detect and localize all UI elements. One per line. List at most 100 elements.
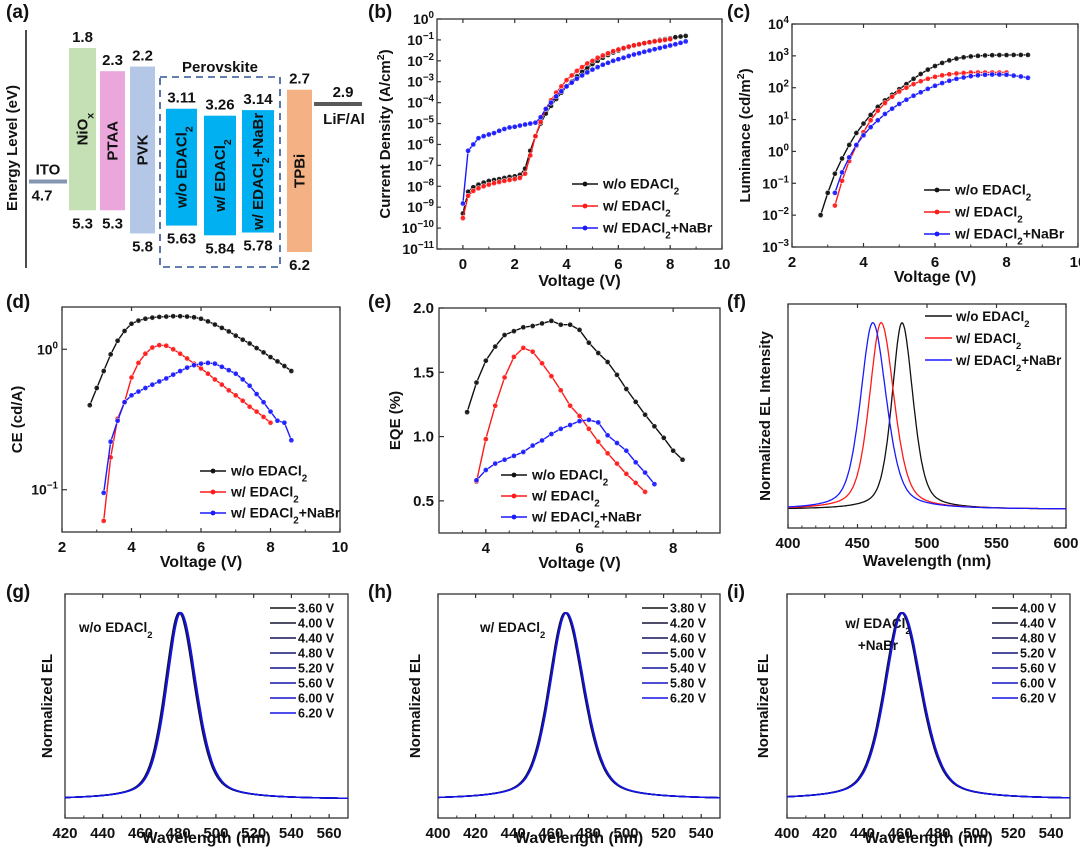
energy-band xyxy=(166,108,197,226)
series-point xyxy=(576,327,583,333)
series-point xyxy=(882,111,888,117)
x-axis-label: Voltage (V) xyxy=(160,554,242,571)
series-point xyxy=(967,73,974,80)
series-point xyxy=(281,363,288,369)
band-name: NiOx xyxy=(75,113,97,146)
energy-band xyxy=(204,115,236,236)
series-point xyxy=(625,43,632,50)
series-point xyxy=(631,51,637,58)
x-tick-label: 6 xyxy=(931,254,939,271)
band-name: TPBi xyxy=(292,154,309,188)
x-axis-label: Voltage (V) xyxy=(538,555,620,572)
series-point xyxy=(586,417,592,423)
band-top-value: 2.2 xyxy=(132,48,153,65)
x-tick-label: 420 xyxy=(812,825,837,842)
legend-label: 4.60 V xyxy=(670,632,707,646)
series-point xyxy=(579,72,585,79)
plot-frame xyxy=(436,18,723,250)
series-point xyxy=(610,48,617,54)
legend-marker xyxy=(511,514,517,520)
series-point xyxy=(219,381,225,388)
series-point xyxy=(567,402,573,409)
series-point xyxy=(651,481,658,487)
series-point xyxy=(225,387,232,394)
series-point xyxy=(589,57,596,64)
series-point xyxy=(896,88,903,95)
legend-label: 5.20 V xyxy=(298,662,335,676)
series-point xyxy=(480,183,487,190)
series-point xyxy=(239,336,246,343)
series-point xyxy=(975,53,981,59)
legend-label: w/ EDACl2​ xyxy=(954,204,1023,226)
band-top-value: 2.3 xyxy=(102,52,123,69)
y-tick-label: 10−9 xyxy=(407,198,434,215)
series-point xyxy=(219,325,225,331)
series-point xyxy=(470,141,477,148)
plot-frame xyxy=(437,593,721,819)
spectrum-line xyxy=(788,322,1066,510)
series-point xyxy=(832,190,838,196)
x-tick-label: 420 xyxy=(463,825,488,842)
lif-al-value: 2.9 xyxy=(333,84,354,101)
series-point xyxy=(239,376,246,383)
series-point xyxy=(946,71,953,78)
y-tick-label: 10−10 xyxy=(402,219,435,236)
series-point xyxy=(882,100,888,106)
series-point xyxy=(817,212,824,218)
y-tick-label: 10−4 xyxy=(407,94,434,111)
series-point xyxy=(557,426,564,432)
series-point xyxy=(114,337,121,344)
series-point xyxy=(527,152,534,159)
series-point xyxy=(632,459,639,466)
series-point xyxy=(548,373,555,379)
x-tick-label: 600 xyxy=(1053,535,1078,552)
series-point xyxy=(205,370,211,377)
series-point xyxy=(953,70,960,77)
series-point xyxy=(482,436,489,442)
series-point xyxy=(520,449,527,455)
y-tick-label: 10−11 xyxy=(402,240,434,257)
series-point xyxy=(682,38,689,45)
series-point xyxy=(860,132,867,139)
series-point xyxy=(267,354,274,360)
x-tick-label: 440 xyxy=(850,825,875,842)
x-tick-label: 8 xyxy=(669,540,677,557)
x-tick-label: 8 xyxy=(1002,254,1010,271)
legend-label: w/ EDACl2​ xyxy=(230,484,299,506)
series-point xyxy=(473,379,480,386)
series-point xyxy=(1003,71,1010,78)
series-point xyxy=(574,68,580,74)
series-point xyxy=(641,40,648,46)
band-bottom-value: 5.84 xyxy=(205,240,235,257)
panel-i: 400 420 440 460 480 500 520 540 Normalized EL Wav… xyxy=(755,593,1071,847)
series-point xyxy=(460,200,466,207)
x-tick-label: 8 xyxy=(266,539,274,556)
legend-label: w/o EDACl2​ xyxy=(230,463,308,485)
series-point xyxy=(832,170,838,177)
y-axis-label: EQE (%) xyxy=(387,391,404,450)
series-point xyxy=(557,387,564,394)
series-point xyxy=(205,360,211,366)
ito-label: ITO xyxy=(36,161,61,178)
series-point xyxy=(982,71,988,78)
legend-marker xyxy=(210,510,216,516)
x-tick-label: 2 xyxy=(788,254,796,271)
series-point xyxy=(473,477,480,484)
series-point xyxy=(832,202,838,209)
series-point xyxy=(107,438,114,445)
y-axis-label: CE (cd/A) xyxy=(9,386,26,454)
series-point xyxy=(511,328,517,334)
series-point xyxy=(465,147,471,154)
series-point xyxy=(975,72,981,79)
series-point xyxy=(184,364,190,371)
energy-band xyxy=(242,110,274,233)
series-point xyxy=(163,375,170,382)
panel-g: 420 440 460 480 500 520 540 560 Normalized EL Wav… xyxy=(39,593,349,847)
series-point xyxy=(212,360,218,367)
series-point xyxy=(470,188,477,194)
legend-label: 6.20 V xyxy=(670,692,707,706)
series-point xyxy=(177,350,183,357)
series-point xyxy=(511,453,517,459)
series-point xyxy=(506,177,513,183)
x-tick-label: 400 xyxy=(775,535,800,552)
